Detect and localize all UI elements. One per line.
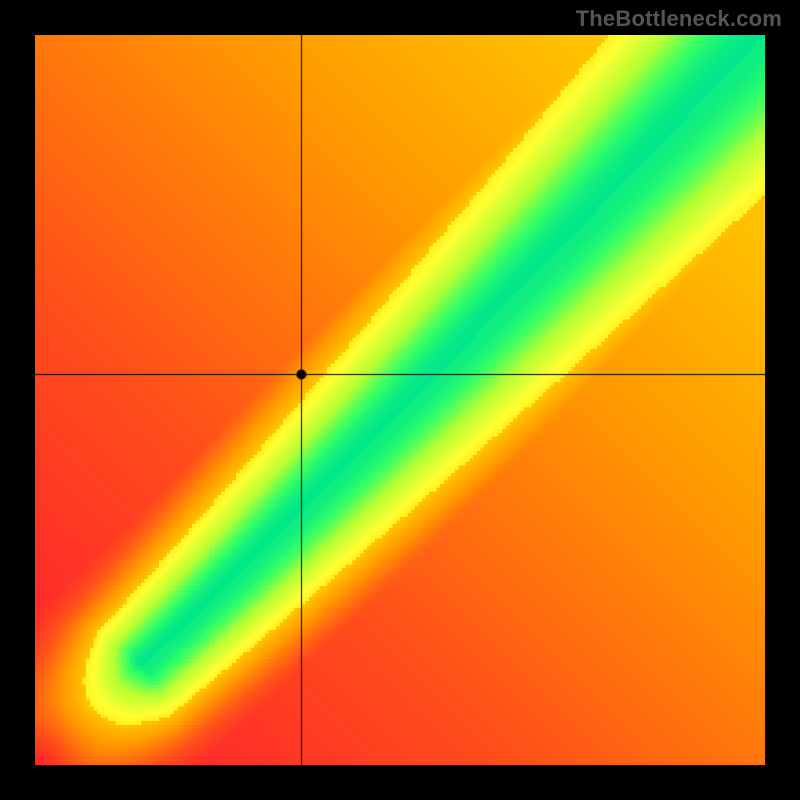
watermark-text: TheBottleneck.com bbox=[576, 6, 782, 32]
chart-frame: TheBottleneck.com bbox=[0, 0, 800, 800]
crosshair-overlay bbox=[35, 35, 765, 765]
heatmap-plot bbox=[35, 35, 765, 765]
